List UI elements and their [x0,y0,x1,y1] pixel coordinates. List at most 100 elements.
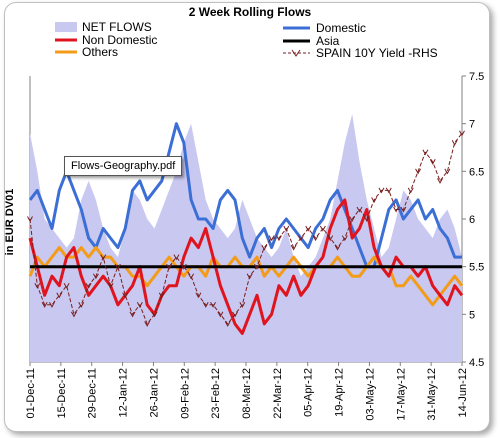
spain-yield-marker [444,168,451,175]
right-tick-label: 6 [469,214,475,226]
spain-yield-marker [305,225,312,232]
x-tick-label: 19-Apr-12 [334,368,346,417]
spain-yield-marker [254,263,260,270]
legend-label-net-flows: NET FLOWS [82,20,152,34]
spain-yield-marker [437,178,443,184]
right-tick-label: 4.5 [469,357,484,369]
spain-yield-marker [114,263,121,270]
spain-yield-marker [210,302,216,308]
y-axis-label: in EUR DV01 [4,189,16,256]
spain-yield-marker [49,302,55,308]
x-tick-label: 22-Mar-12 [272,368,284,419]
x-tick-label: 01-Dec-11 [25,368,37,419]
legend-swatch-net-flows [55,22,77,32]
spain-yield-marker [363,216,370,223]
file-tooltip: Flows-Geography.pdf [64,156,183,176]
spain-yield-marker [129,311,136,318]
spain-yield-marker [63,282,70,289]
spain-yield-marker [239,302,246,308]
right-tick-label: 7 [469,119,475,131]
x-tick-label: 14-Jun-12 [457,368,469,418]
spain-yield-marker [297,235,304,242]
spain-yield-marker [451,139,458,146]
spain-yield-marker [166,263,173,270]
right-axis-ticks: 4.5 5 5.5 6 6.5 7 7.5 [462,71,484,369]
spain-yield-marker [312,235,319,242]
spain-yield-marker [78,302,85,308]
spain-yield-marker [290,244,297,251]
x-tick-label: 12-Jan-12 [118,368,130,418]
chart-title: 2 Week Rolling Flows [189,5,312,19]
spain-yield-marker [378,187,385,194]
spain-yield-marker [41,302,48,308]
spain-yield-marker [202,302,209,308]
x-tick-label: 03-May-12 [364,368,376,421]
x-tick-label: 15-Dec-11 [56,368,68,419]
spain-yield-marker [327,235,334,242]
spain-yield-marker [180,263,187,270]
spain-yield-marker [349,216,356,223]
spain-yield-marker [136,302,143,308]
spain-yield-marker [268,235,275,242]
spain-yield-marker [224,321,231,327]
legend-label-domestic: Domestic [316,21,366,35]
spain-yield-marker [283,225,290,232]
spain-yield-marker [415,168,422,175]
spain-yield-marker [100,254,107,261]
spain-yield-marker [85,282,92,289]
legend-label-spain-yield: SPAIN 10Y Yield -RHS [316,46,438,60]
spain-yield-marker [341,235,348,242]
right-tick-label: 5.5 [469,262,484,274]
legend: NET FLOWS Non Domestic Others Domestic A… [55,20,438,60]
spain-yield-marker [92,273,99,280]
right-tick-label: 7.5 [469,71,484,83]
x-tick-label: 05-Apr-12 [303,368,315,417]
spain-yield-marker [151,311,158,318]
spain-yield-marker [56,292,63,299]
spain-yield-marker [429,159,436,165]
spain-yield-marker [276,235,282,242]
x-axis-ticks: 01-Dec-11 15-Dec-11 29-Dec-11 12-Jan-12 26-J… [25,362,469,421]
spain-yield-marker [393,206,400,213]
x-tick-label: 23-Feb-12 [210,368,222,419]
legend-label-others: Others [82,45,118,59]
spain-yield-marker [195,292,202,299]
spain-yield-marker [246,273,253,280]
spain-yield-marker [173,254,180,261]
legend-label-non-domestic: Non Domestic [82,33,157,47]
spain-yield-marker [422,149,429,156]
spain-yield-marker [385,187,392,194]
spain-yield-marker [261,244,268,251]
legend-label-asia: Asia [316,34,340,48]
plot-area [27,76,465,363]
spain-yield-marker [188,273,195,280]
spain-yield-marker [232,311,238,318]
spain-yield-marker [356,206,363,213]
spain-yield-marker [371,197,378,203]
spain-yield-marker [158,292,165,299]
x-tick-label: 31-May-12 [426,368,438,421]
x-tick-label: 09-Feb-12 [179,368,191,419]
x-tick-label: 26-Jan-12 [148,368,160,418]
right-tick-label: 5 [469,309,475,321]
x-tick-label: 08-Mar-12 [241,368,253,419]
spain-yield-marker [334,244,341,251]
spain-yield-marker [70,311,77,318]
spain-yield-marker [122,292,129,299]
spain-yield-marker [144,321,151,327]
spain-yield-marker [400,206,407,213]
spain-yield-marker [27,216,33,223]
series-line-spain-yield [29,132,463,325]
spain-yield-marker [459,130,465,137]
spain-yield-marker [319,225,326,232]
series-area-net-flows [30,114,462,362]
spain-yield-marker [34,282,41,289]
spain-yield-marker [107,282,114,289]
x-tick-label: 17-May-12 [395,368,407,421]
spain-yield-marker [407,187,414,194]
x-tick-label: 29-Dec-11 [87,368,99,419]
legend-marker-spain-yield [291,49,301,57]
series-line-non-domestic [28,198,464,335]
series-line-domestic [28,122,462,269]
